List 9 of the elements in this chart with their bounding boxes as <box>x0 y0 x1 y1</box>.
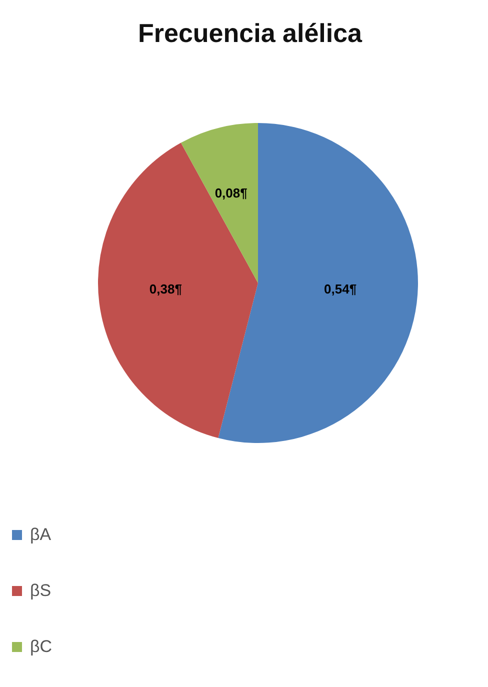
data-label: 0,54¶ <box>324 282 357 297</box>
pie-slice <box>180 123 258 283</box>
pie-slice <box>98 142 258 438</box>
legend-label: βA <box>30 525 52 545</box>
data-label: 0,08¶ <box>214 185 248 200</box>
legend-label: βC <box>30 637 52 657</box>
legend-label: βS <box>30 581 52 601</box>
data-label: 0,38¶ <box>149 282 182 297</box>
chart-title: Frecuencia alélica <box>138 18 362 49</box>
